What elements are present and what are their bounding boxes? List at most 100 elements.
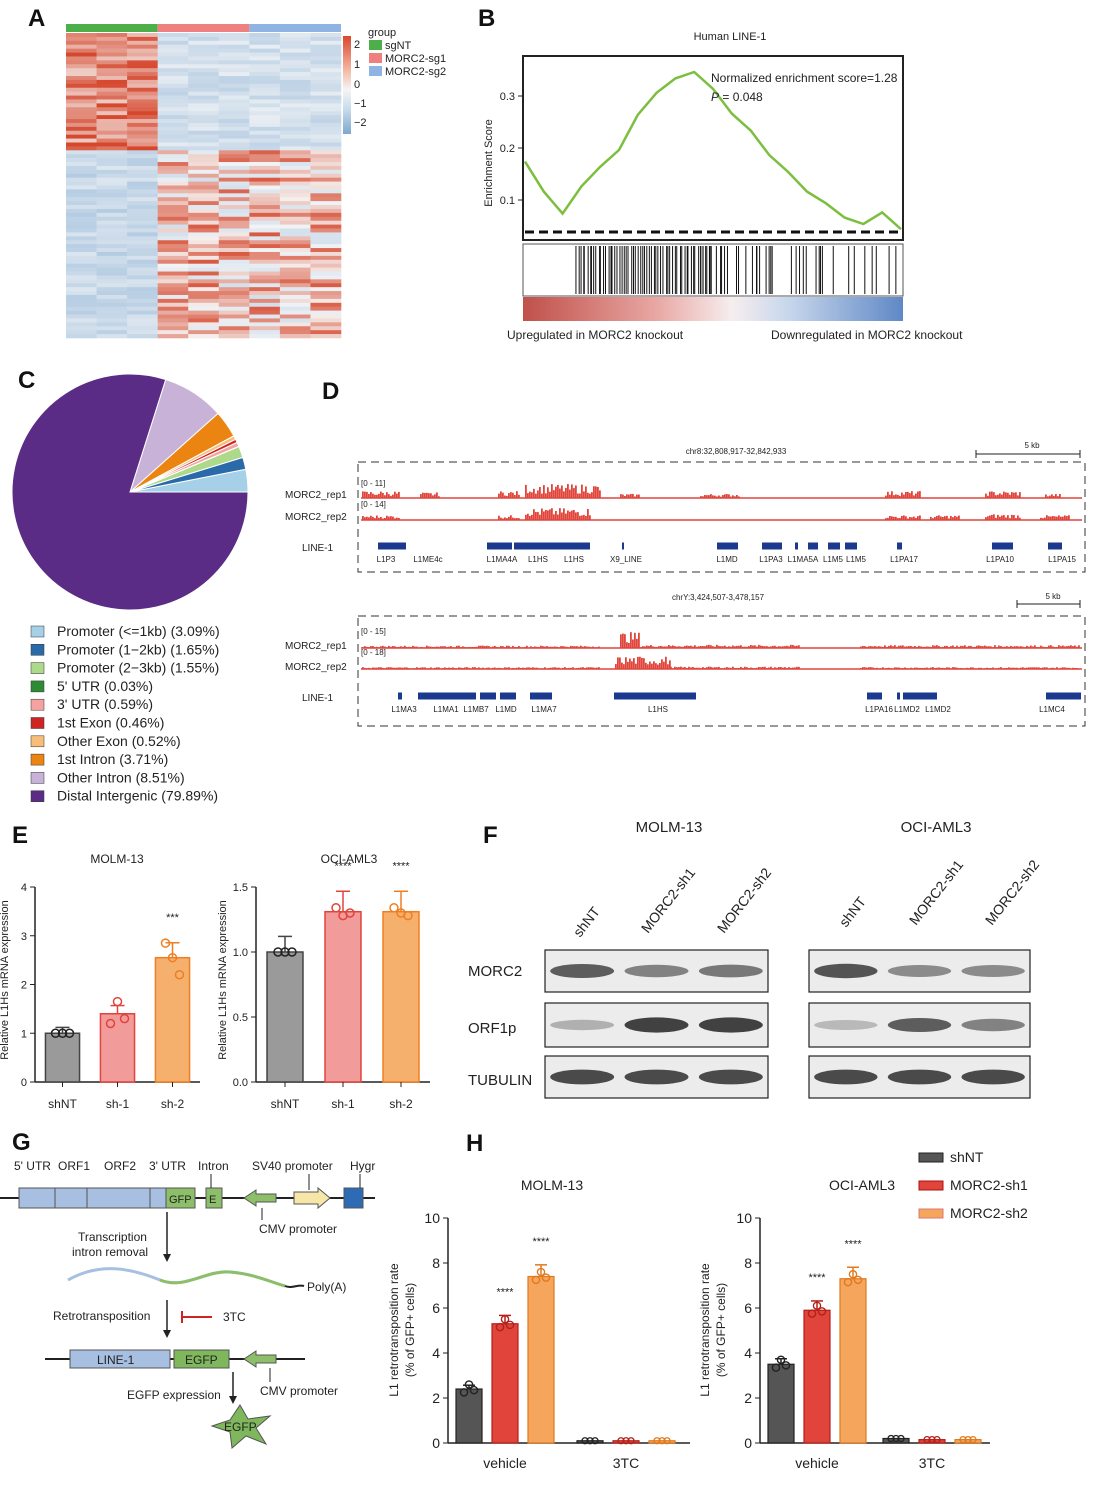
coverage-bar [550,667,552,669]
coverage-bar [506,667,508,669]
coverage-bar [573,509,575,520]
coverage-bar [420,667,422,669]
coverage-bar [710,494,712,498]
heatmap-cell [249,224,281,229]
coverage-bar [792,644,794,648]
heatmap-cell [310,111,342,116]
heatmap-cell [310,271,342,276]
coverage-bar [995,495,997,498]
coverage-bar [926,667,928,669]
heatmap-cell [157,306,189,311]
coverage-bar [551,508,553,520]
heatmap-cell [96,56,128,61]
coverage-bar [1036,647,1038,648]
heatmap-cell [218,162,250,167]
gene-label: L1MA3 [391,705,417,714]
heatmap-cell [249,146,281,151]
heatmap-cell [218,134,250,139]
coverage-bar [1040,667,1042,669]
heatmap-cell [218,216,250,221]
heatmap-cell [188,68,220,73]
heatmap-cell [279,263,311,268]
coverage-bar [388,645,390,648]
coverage-bar [1016,646,1018,648]
track-name-rep1: MORC2_rep1 [285,641,347,652]
blot-band [961,1018,1025,1032]
coverage-bar [496,646,498,648]
heatmap-cell [310,201,342,206]
coverage-bar [738,496,740,498]
data-point [273,947,283,957]
heatmap-cell [310,52,342,57]
coverage-bar [464,667,466,669]
coverage-bar [592,667,594,669]
coverage-bar [674,646,676,648]
coverage-bar [958,668,960,669]
heatmap-cell [249,318,281,323]
coverage-bar [987,495,989,498]
coverage-bar [891,516,893,520]
coverage-bar [382,645,384,648]
heatmap-cell [127,169,158,175]
heatmap-cell [66,40,97,46]
coverage-bar [578,646,580,648]
heatmap-cell [127,40,158,46]
coverage-bar [1020,667,1022,669]
coverage-bar [456,645,458,648]
coverage-bar [1003,491,1005,498]
heatmap-cell [127,165,158,171]
coverage-bar [926,646,928,648]
heatmap-cell [218,220,250,225]
heatmap-cell [127,181,158,186]
heatmap-cell [218,173,250,178]
coverage-bar [372,493,374,498]
coverage-bar [942,516,944,520]
gene-box [992,542,1013,550]
coverage-bar [1054,668,1056,669]
heatmap-cell [66,263,97,268]
coverage-bar [418,647,420,648]
coverage-bar [560,668,562,669]
blot-band [961,1069,1025,1085]
heatmap-cell [157,310,189,315]
coverage-bar [633,658,635,669]
heatmap-cell [127,232,158,237]
heatmap-cell [310,150,342,155]
heatmap-cell [310,130,342,135]
heatmap-cell [249,330,281,335]
coverage-bar [565,487,567,498]
coverage-bar [424,492,426,498]
legend-label: 1st Exon (0.46%) [57,715,164,731]
coverage-bar [398,667,400,669]
heatmap-cell [188,287,220,292]
coverage-bar [660,645,662,648]
coverage-bar [380,667,382,669]
coverage-bar [537,490,539,498]
coverage-bar [652,646,654,648]
coverage-bar [362,515,364,520]
coverage-bar [599,490,601,498]
coverage-bar [996,647,998,648]
heatmap-cell [66,251,97,257]
x-tick-label: 3TC [613,1455,639,1471]
heatmap-cell [279,87,311,92]
coverage-bar [672,668,674,669]
heatmap-cell [218,126,250,132]
coverage-bar [368,517,370,520]
coverage-bar [987,516,989,520]
heatmap-cell [188,79,220,85]
y-tick-label: 10 [736,1210,752,1226]
protein-label: MORC2 [468,963,522,980]
legend-label: 3' UTR (0.59%) [57,696,153,712]
heatmap-cell [127,334,158,339]
coverage-bar [726,667,728,669]
track-name-rep1: MORC2_rep1 [285,490,347,501]
heatmap-cell [188,173,220,178]
coverage-bar [500,491,502,498]
coverage-bar [700,646,702,648]
coverage-bar [1076,646,1078,648]
coverage-bar [364,491,366,498]
chart-ylabel: L1 retrotransposition rate [698,1263,712,1397]
track-range: [0 - 15] [361,627,386,636]
coverage-bar [954,667,956,669]
